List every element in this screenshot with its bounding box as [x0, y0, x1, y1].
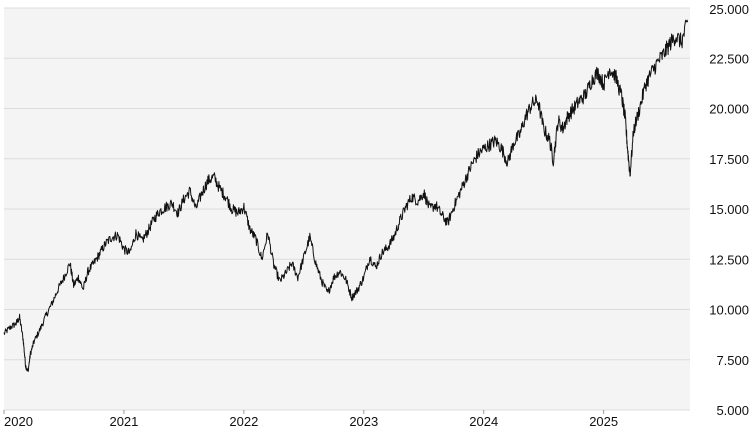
y-tick-label: 12.500	[709, 252, 749, 267]
series-layer	[3, 19, 689, 372]
y-tick-label: 20.000	[709, 102, 749, 117]
y-tick-label: 15.000	[709, 202, 749, 217]
x-tick-label: 2020	[4, 414, 33, 429]
x-tick-label: 2021	[109, 414, 138, 429]
y-tick-label: 10.000	[709, 303, 749, 318]
y-tick-label: 25.000	[709, 2, 749, 17]
x-tick-label: 2025	[589, 414, 618, 429]
y-tick-label: 7.500	[716, 353, 749, 368]
y-tick-label: 22.500	[709, 51, 749, 66]
y-tick-label: 17.500	[709, 152, 749, 167]
axis-labels: 5.000 7.500 10.000 12.500 15.000 17.500 20.000…	[4, 2, 749, 429]
price-line	[3, 19, 689, 372]
y-tick-label: 5.000	[716, 403, 749, 418]
x-tick-label: 2023	[349, 414, 378, 429]
x-tick-label: 2024	[469, 414, 498, 429]
x-tick-label: 2022	[229, 414, 258, 429]
